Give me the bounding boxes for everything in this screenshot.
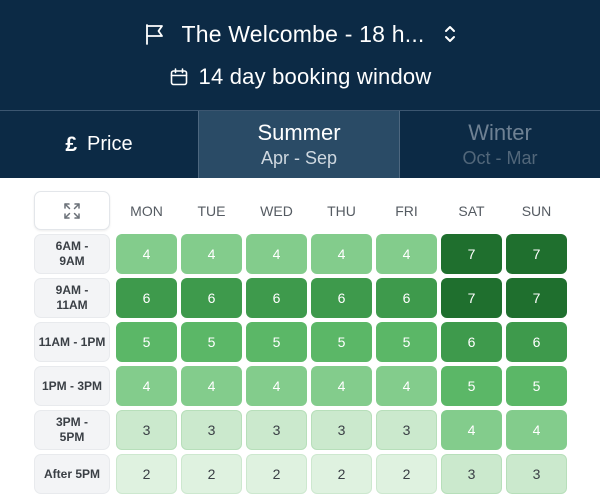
availability-cell[interactable]: 3: [376, 410, 437, 450]
booking-window-text: 14 day booking window: [198, 64, 432, 89]
availability-cell[interactable]: 7: [506, 234, 567, 274]
day-header-thu: THU: [327, 202, 356, 219]
availability-cell[interactable]: 5: [506, 366, 567, 406]
availability-cell[interactable]: 4: [181, 366, 242, 406]
time-slot-label-line: 3PM -: [55, 415, 88, 429]
pound-icon: £: [65, 132, 78, 156]
availability-cell[interactable]: 6: [311, 278, 372, 318]
availability-cell[interactable]: 3: [441, 454, 502, 494]
availability-cell[interactable]: 5: [311, 322, 372, 362]
availability-cell[interactable]: 2: [376, 454, 437, 494]
tab-winter-title: Winter: [468, 120, 532, 145]
availability-cell[interactable]: 2: [311, 454, 372, 494]
tab-winter-subtitle: Oct - Mar: [462, 148, 538, 168]
tab-summer[interactable]: Summer Apr - Sep: [198, 111, 400, 178]
calendar-icon: [170, 68, 187, 86]
availability-cell[interactable]: 4: [376, 234, 437, 274]
availability-cell[interactable]: 5: [376, 322, 437, 362]
availability-cell[interactable]: 6: [506, 322, 567, 362]
availability-cell[interactable]: 7: [506, 278, 567, 318]
tab-summer-title: Summer: [257, 120, 341, 145]
header: The Welcombe - 18 h... 14 day booking wi…: [0, 0, 600, 110]
day-header-sun: SUN: [521, 202, 552, 219]
availability-cell[interactable]: 3: [246, 410, 307, 450]
time-slot-label: 3PM -5PM: [34, 410, 110, 450]
time-slot-label-line: 1PM - 3PM: [41, 378, 102, 393]
day-header-wed: WED: [260, 202, 293, 219]
availability-cell[interactable]: 2: [116, 454, 177, 494]
expand-icon: [64, 202, 80, 219]
availability-cell[interactable]: 6: [441, 322, 502, 362]
availability-grid: MON TUE WED THU FRI SAT SUN 6AM -9AM 4 4 4 4 4 7 7 9AM …: [0, 178, 600, 500]
availability-cell[interactable]: 3: [116, 410, 177, 450]
availability-cell[interactable]: 6: [181, 278, 242, 318]
tab-price-label: Price: [87, 133, 133, 155]
time-slot-label-line: 5PM: [59, 430, 85, 444]
chevron-up-down-icon[interactable]: [443, 24, 457, 44]
time-slot-label: After 5PM: [34, 454, 110, 494]
availability-cell[interactable]: 2: [246, 454, 307, 494]
availability-cell[interactable]: 6: [376, 278, 437, 318]
availability-cell[interactable]: 4: [311, 366, 372, 406]
availability-cell[interactable]: 5: [246, 322, 307, 362]
course-selector[interactable]: The Welcombe - 18 h...: [0, 18, 600, 50]
time-slot-label-line: 11AM - 1PM: [38, 334, 106, 349]
availability-cell[interactable]: 4: [116, 234, 177, 274]
season-tabs: £ Price Summer Apr - Sep Winter Oct - Ma…: [0, 110, 600, 178]
availability-cell[interactable]: 4: [506, 410, 567, 450]
availability-cell[interactable]: 2: [181, 454, 242, 494]
day-header-mon: MON: [130, 202, 163, 219]
time-slot-label-line: 9AM: [59, 254, 85, 268]
availability-cell[interactable]: 3: [181, 410, 242, 450]
availability-cell[interactable]: 4: [441, 410, 502, 450]
availability-cell[interactable]: 4: [246, 366, 307, 406]
availability-cell[interactable]: 6: [116, 278, 177, 318]
time-slot-label-line: 9AM -: [55, 283, 89, 297]
time-slot-label: 6AM -9AM: [34, 234, 110, 274]
availability-cell[interactable]: 4: [116, 366, 177, 406]
time-slot-label-line: 11AM: [56, 298, 88, 312]
time-slot-label: 11AM - 1PM: [34, 322, 110, 362]
availability-cell[interactable]: 5: [116, 322, 177, 362]
expand-button[interactable]: [34, 191, 110, 230]
day-header-fri: FRI: [395, 202, 418, 219]
availability-cell[interactable]: 7: [441, 278, 502, 318]
availability-cell[interactable]: 3: [311, 410, 372, 450]
time-slot-label-line: 6AM -: [55, 239, 89, 253]
availability-cell[interactable]: 4: [376, 366, 437, 406]
availability-cell[interactable]: 5: [441, 366, 502, 406]
time-slot-label-line: After 5PM: [43, 466, 100, 481]
flag-icon: [146, 24, 164, 45]
availability-cell[interactable]: 4: [181, 234, 242, 274]
availability-cell[interactable]: 3: [506, 454, 567, 494]
day-header-sat: SAT: [458, 202, 485, 219]
tab-price[interactable]: £ Price: [0, 111, 198, 178]
availability-cell[interactable]: 4: [246, 234, 307, 274]
time-slot-label: 1PM - 3PM: [34, 366, 110, 406]
day-header-tue: TUE: [197, 202, 226, 219]
tab-summer-subtitle: Apr - Sep: [260, 148, 338, 168]
tab-winter[interactable]: Winter Oct - Mar: [400, 111, 600, 178]
availability-cell[interactable]: 5: [181, 322, 242, 362]
course-name: The Welcombe - 18 h...: [181, 20, 425, 47]
booking-window: 14 day booking window: [0, 62, 600, 92]
availability-cell[interactable]: 6: [246, 278, 307, 318]
availability-cell[interactable]: 4: [311, 234, 372, 274]
time-slot-label: 9AM -11AM: [34, 278, 110, 318]
availability-cell[interactable]: 7: [441, 234, 502, 274]
